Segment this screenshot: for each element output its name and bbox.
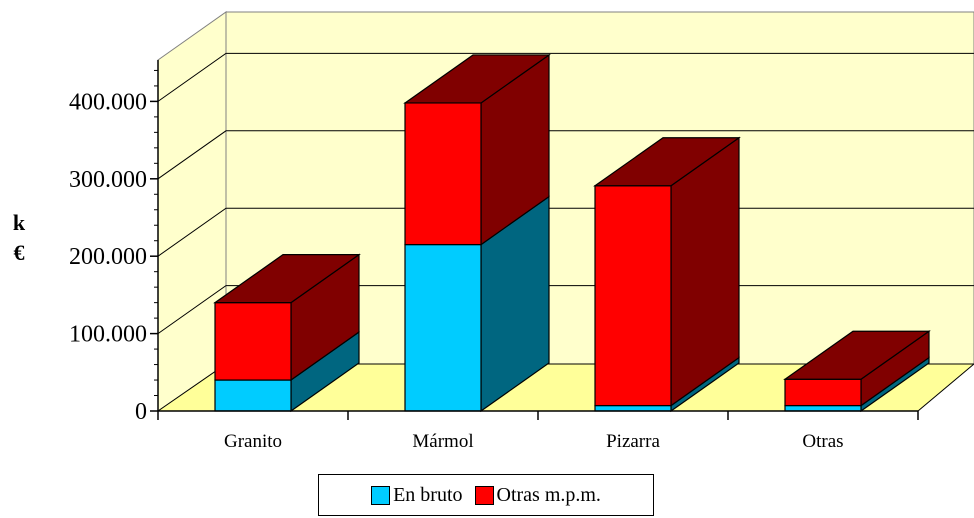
bar-top xyxy=(403,54,551,104)
bar-front xyxy=(784,404,862,412)
y-tick-label: 0 xyxy=(135,399,147,425)
bar-front xyxy=(404,102,482,246)
bar-front xyxy=(594,404,672,412)
legend-item-otras-mpm: Otras m.p.m. xyxy=(474,483,601,507)
x-tick-label: Pizarra xyxy=(606,431,660,452)
legend: En bruto Otras m.p.m. xyxy=(318,474,654,516)
y-axis-label-line1: k xyxy=(12,210,26,235)
legend-label-en-bruto: En bruto xyxy=(393,483,463,506)
y-axis: 0 100.000 200.000 300.000 400.000 xyxy=(69,60,159,425)
legend-swatch-en-bruto xyxy=(371,485,391,505)
y-tick-label: 400.000 xyxy=(69,89,147,115)
bar-segment xyxy=(403,53,551,246)
bar-front xyxy=(784,378,862,407)
y-tick-label: 200.000 xyxy=(69,244,147,270)
y-tick-label: 300.000 xyxy=(69,167,147,193)
bar-segment xyxy=(213,253,361,382)
bar-top xyxy=(783,330,931,380)
bar-top xyxy=(593,137,741,187)
x-tick-label: Mármol xyxy=(412,431,473,452)
bar-front xyxy=(594,185,672,407)
x-axis: Granito Mármol Pizarra Otras xyxy=(157,410,919,452)
gridline xyxy=(157,130,974,180)
bar-segment xyxy=(404,195,550,413)
legend-item-en-bruto: En bruto xyxy=(371,483,463,507)
bars xyxy=(213,53,931,413)
bar-front xyxy=(404,243,482,412)
legend-label-otras-mpm: Otras m.p.m. xyxy=(496,483,601,506)
y-tick-label: 100.000 xyxy=(69,322,147,348)
legend-swatch-otras-mpm xyxy=(474,485,494,505)
y-axis-label-line2: € xyxy=(13,240,25,265)
bar-top xyxy=(213,254,361,304)
bar-segment xyxy=(783,330,931,407)
y-axis-label: k € xyxy=(8,208,30,268)
gridline xyxy=(157,52,974,102)
x-tick-label: Otras xyxy=(802,431,843,452)
bar-front xyxy=(214,302,292,381)
bar-segment xyxy=(593,136,741,407)
x-tick-label: Granito xyxy=(224,431,282,452)
bar-front xyxy=(214,379,292,412)
